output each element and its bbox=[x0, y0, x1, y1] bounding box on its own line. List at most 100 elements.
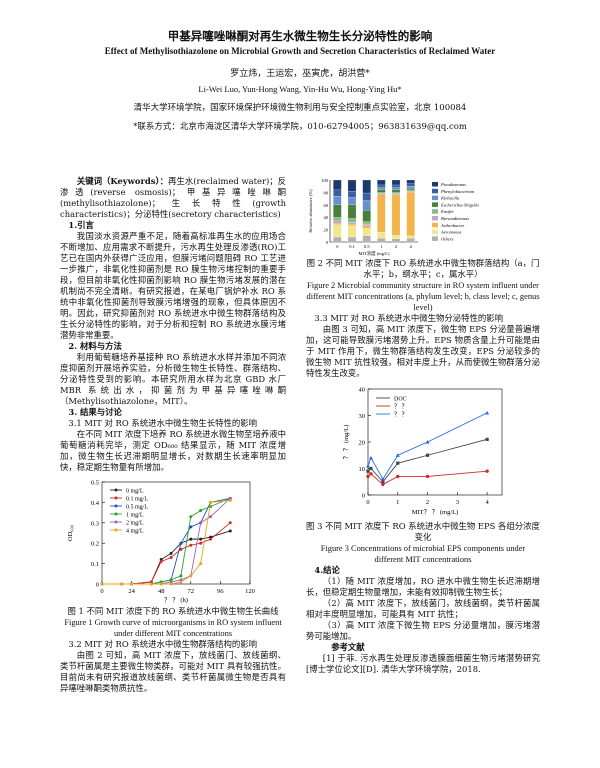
fig2-bar-segment bbox=[377, 187, 386, 191]
fig3-data-point bbox=[366, 469, 370, 473]
results-subheading-2: 3.2 MIT 对 RO 系统进水中微生物群落结构的影响 bbox=[68, 639, 257, 649]
fig2-bar-segment bbox=[377, 238, 386, 243]
fig1-data-point bbox=[100, 582, 104, 586]
fig2-legend-swatch bbox=[432, 229, 438, 235]
fig2-bar-segment bbox=[347, 204, 357, 219]
figure-1-caption-cn: 图 1 不同 MIT 浓度下的 RO 系统进水中微生物生长曲线 bbox=[67, 606, 279, 616]
fig3-ytick-label: 0 bbox=[362, 493, 365, 500]
fig3-plot-frame bbox=[367, 388, 503, 496]
fig1-data-point bbox=[228, 521, 232, 525]
fig2-ytick-label: 80 bbox=[324, 190, 329, 195]
authors-cn: 罗立炜，王运宏，巫寅虎，胡洪营* bbox=[230, 69, 370, 79]
fig3-xtick-label: 4 bbox=[485, 499, 489, 506]
fig2-bar-segment bbox=[377, 192, 386, 194]
fig2-legend-label: Arthrobacter bbox=[440, 223, 465, 228]
fig1-data-point bbox=[189, 537, 193, 541]
fig2-bar-segment bbox=[406, 179, 415, 184]
conclusion-item-3: （3）高 MIT 浓度下微生物 EPS 分泌量增加，膜污堵潜势可能增加。 bbox=[306, 620, 540, 641]
fig1-data-point bbox=[199, 521, 203, 525]
fig1-ytick-label: 0.3 bbox=[91, 520, 99, 527]
fig1-series-line bbox=[102, 497, 231, 585]
fig2-bar-segment bbox=[377, 179, 386, 186]
fig1-data-point bbox=[159, 582, 163, 586]
fig3-xtick-label: 0 bbox=[366, 499, 369, 506]
fig2-bar-segment bbox=[406, 187, 415, 191]
fig3-legend-label: ？ ？ bbox=[394, 411, 408, 418]
fig1-data-point bbox=[199, 562, 203, 566]
paper-title-cn: 甲基异噻唑啉酮对再生水微生物生长分泌特性的影响 bbox=[167, 29, 433, 43]
fig2-bar-segment bbox=[391, 235, 401, 240]
fig2-legend-label: Klebsiella bbox=[440, 196, 460, 201]
results-paragraph-3: 由图 3 可知，高 MIT 浓度下，微生物 EPS 分泌量普遍增加，这可能导致膜… bbox=[306, 324, 540, 378]
fig1-plot-frame bbox=[101, 481, 251, 585]
fig2-ytick-label: 20 bbox=[324, 228, 329, 233]
fig2-bar-segment bbox=[406, 186, 415, 189]
fig2-bar-segment bbox=[362, 210, 371, 222]
fig2-xtick-label: 0.1 bbox=[349, 244, 355, 249]
section-results-heading: 3. 结果与讨论 bbox=[68, 407, 122, 417]
fig1-data-point bbox=[169, 555, 173, 559]
fig2-bar-segment bbox=[333, 223, 342, 225]
fig1-legend-marker bbox=[114, 520, 118, 524]
fig2-bar-segment bbox=[347, 236, 357, 243]
fig2-bar-segment bbox=[362, 225, 371, 229]
fig1-series-line bbox=[102, 497, 231, 585]
fig2-legend-label: Others bbox=[441, 236, 453, 241]
fig1-y-axis-label: OD₆₀₀ bbox=[67, 525, 74, 541]
fig3-ytick-label: 30 bbox=[359, 413, 366, 420]
fig3-ytick-label: 10 bbox=[359, 466, 366, 473]
fig1-data-point bbox=[179, 574, 183, 578]
results-subheading-1: 3.1 MIT 对 RO 系统进水中微生物生长特性的影响 bbox=[68, 418, 257, 428]
fig1-legend-marker bbox=[114, 496, 118, 500]
fig1-data-point bbox=[199, 537, 203, 541]
fig1-data-point bbox=[228, 529, 232, 533]
fig2-bar-segment bbox=[362, 179, 371, 194]
reference-1: [1] 于菲. 污水再生处理反渗透膜面细菌生物污堵潜势研究[博士学位论文][D]… bbox=[306, 653, 540, 674]
fig3-data-point bbox=[485, 469, 489, 473]
fig2-bar-segment bbox=[333, 189, 342, 197]
fig3-data-point bbox=[396, 474, 400, 479]
fig1-data-point bbox=[209, 515, 213, 519]
fig1-data-point bbox=[209, 500, 213, 504]
fig1-data-point bbox=[120, 582, 124, 586]
results-paragraph-1: 在不同 MIT 浓度下培养 RO 系统进水微生物至培养液中葡萄糖消耗完毕，测定 … bbox=[60, 429, 286, 472]
figure-2-caption-cn: 图 2 不同 MIT 浓度下 RO 系统进水中微生物群落结构（a，门水平；b，纲… bbox=[306, 258, 540, 279]
fig2-legend-swatch bbox=[432, 195, 438, 201]
fig2-bar-segment bbox=[391, 194, 401, 236]
fig3-legend-label: ？ ？ bbox=[394, 403, 408, 410]
fig1-series-line bbox=[102, 499, 231, 585]
fig2-ytick-label: 100 bbox=[321, 178, 329, 183]
fig2-y-axis-label: Relative abundance (%) bbox=[308, 189, 313, 233]
fig1-legend-label: 0 mg/L bbox=[126, 488, 144, 494]
fig2-bar-segment bbox=[406, 238, 415, 243]
fig1-data-point bbox=[169, 582, 173, 586]
fig2-legend-swatch bbox=[432, 188, 438, 194]
fig3-ytick-label: 40 bbox=[359, 387, 366, 394]
fig2-bar-segment bbox=[391, 192, 401, 194]
fig3-legend-label: DOC bbox=[394, 396, 407, 402]
fig1-xtick-label: 72 bbox=[188, 588, 195, 595]
fig1-data-point bbox=[159, 560, 163, 564]
keywords: 关键词（Keywords）：再生水(reclaimed water)；反渗透(r… bbox=[60, 176, 286, 220]
fig2-bar-segment bbox=[333, 236, 342, 243]
fig2-bar-segment bbox=[377, 193, 386, 195]
fig1-data-point bbox=[169, 551, 173, 555]
fig3-data-point bbox=[369, 472, 373, 476]
fig1-series-line bbox=[102, 522, 231, 585]
figure-2-caption-en: Figure 2 Microbial community structure i… bbox=[306, 281, 540, 312]
fig2-xtick-label: 4 bbox=[410, 244, 413, 249]
fig1-data-point bbox=[189, 574, 193, 578]
fig1-xtick-label: 120 bbox=[245, 588, 255, 595]
fig2-legend-label: Ensifer bbox=[440, 209, 454, 214]
fig3-data-point bbox=[366, 463, 370, 468]
fig1-xtick-label: 24 bbox=[128, 588, 135, 595]
fig1-data-point bbox=[179, 580, 183, 584]
fig1-legend-label: 0.5 mg/L bbox=[126, 504, 148, 510]
fig3-data-point bbox=[369, 466, 373, 471]
fig2-bar-segment bbox=[347, 191, 357, 198]
fig1-data-point bbox=[199, 541, 203, 545]
fig3-y-axis-label: ？ ？ (mg/L) bbox=[342, 425, 350, 460]
paper-title-en: Effect of Methylisothiazolone on Microbi… bbox=[104, 46, 496, 56]
fig2-bar-segment bbox=[333, 220, 342, 224]
fig2-bar-segment bbox=[347, 223, 357, 226]
